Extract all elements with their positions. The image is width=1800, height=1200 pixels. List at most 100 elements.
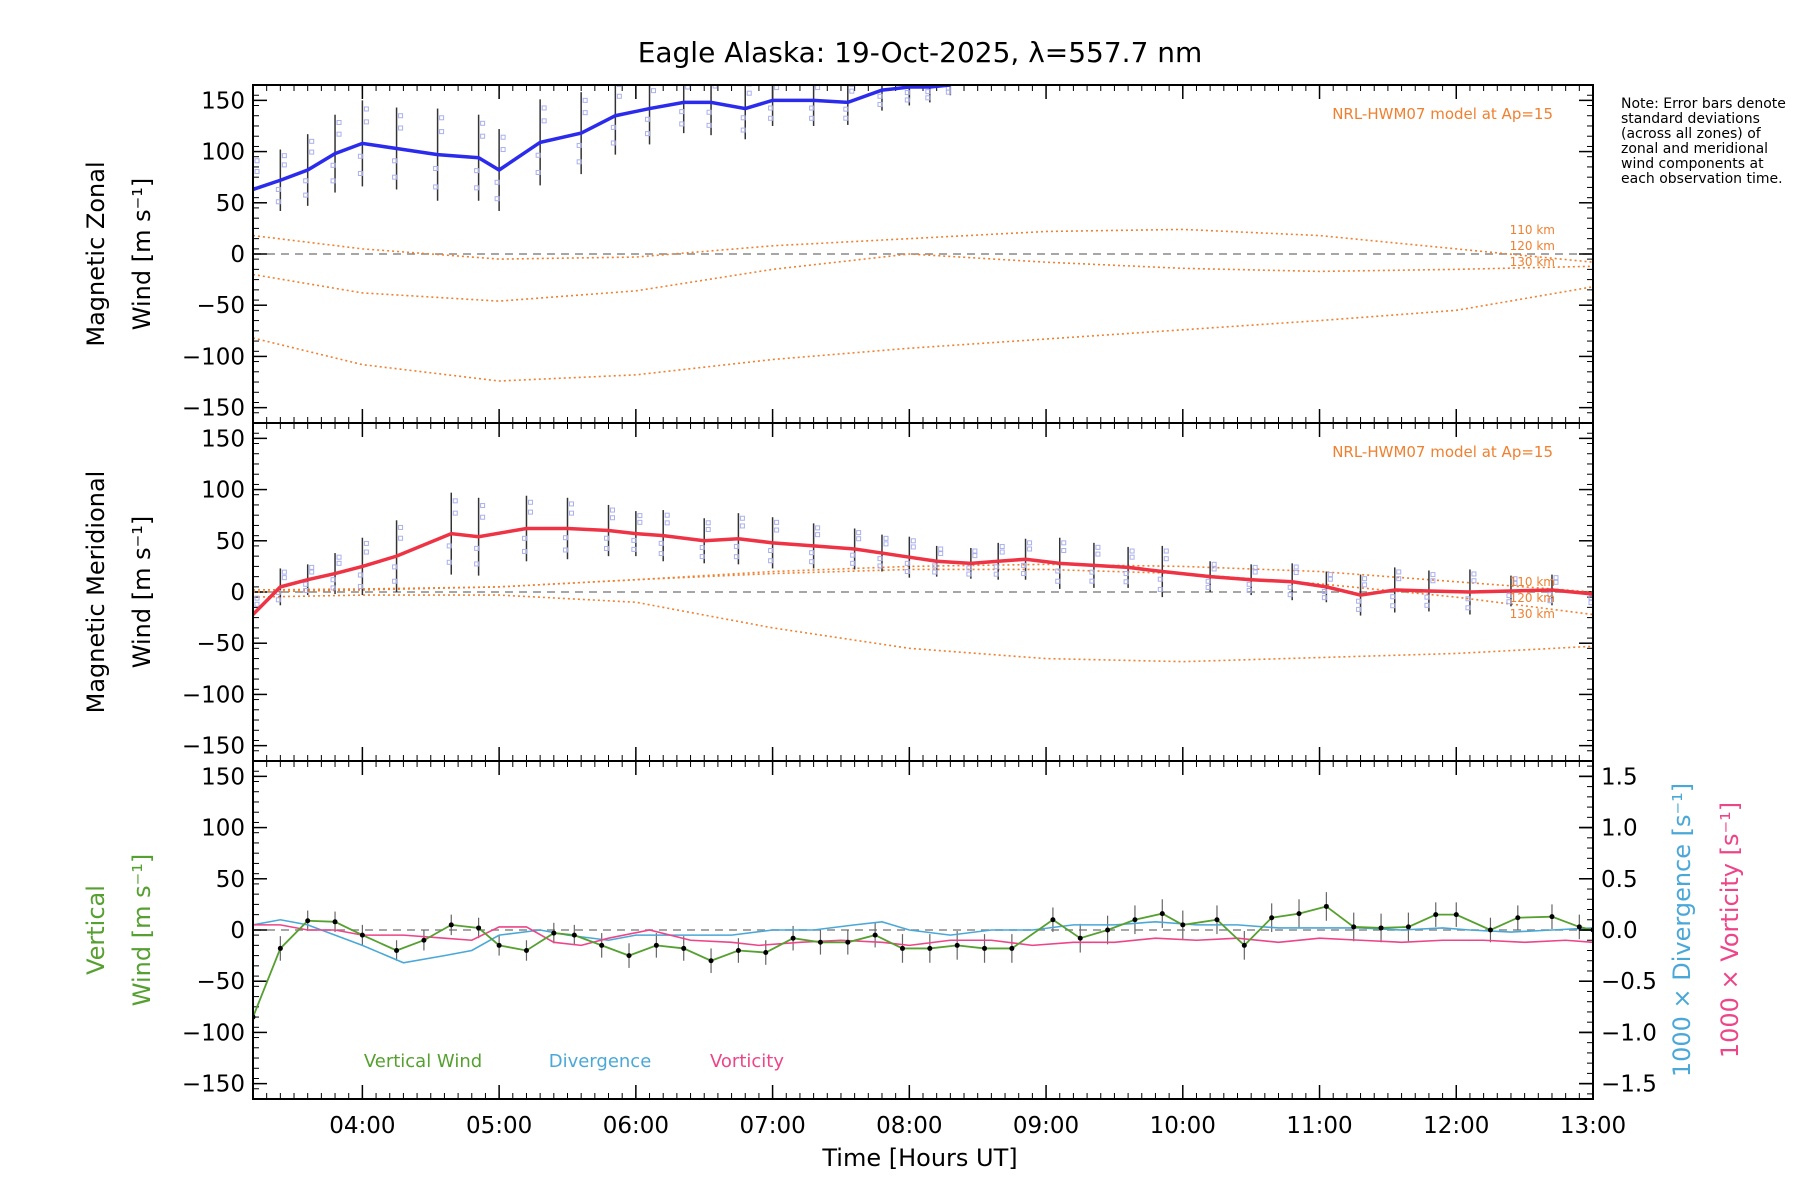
- zone-point: [254, 601, 260, 607]
- vertical-wind-point: [305, 918, 311, 924]
- vertical-wind-point: [448, 922, 454, 928]
- model-label: NRL-HWM07 model at Ap=15: [1332, 105, 1553, 123]
- zone-point: [645, 116, 651, 122]
- zone-point: [932, 569, 938, 575]
- zone-point: [392, 158, 398, 164]
- vorticity-line: [253, 924, 1593, 947]
- zone-point: [739, 515, 745, 521]
- vertical-wind-point: [1269, 915, 1275, 921]
- zone-point: [664, 520, 670, 526]
- y2-tick-label: 0.0: [1601, 918, 1638, 944]
- plot-area: [253, 892, 1593, 1020]
- zone-point: [1547, 592, 1553, 598]
- zone-point: [637, 513, 643, 519]
- zone-point: [809, 115, 815, 121]
- model-curve-3: [253, 285, 1593, 382]
- zone-point: [330, 585, 336, 591]
- y-tick-label: 100: [201, 816, 245, 842]
- zone-point: [637, 519, 643, 525]
- zone-point: [610, 507, 616, 513]
- vertical-wind-point: [1132, 917, 1138, 923]
- y2-tick-label: 1.5: [1601, 764, 1638, 790]
- zone-point: [357, 583, 363, 589]
- zone-point: [363, 540, 369, 546]
- vertical-wind-point: [1296, 911, 1302, 917]
- vertical-wind-point: [1487, 927, 1493, 933]
- zone-point: [303, 192, 309, 198]
- zone-point: [439, 129, 445, 135]
- zone-point: [474, 185, 480, 191]
- zone-point: [1211, 561, 1217, 567]
- vertical-wind-point: [1159, 911, 1165, 917]
- y-tick-label: −150: [182, 1072, 245, 1098]
- zone-point: [535, 169, 541, 175]
- meridional-wind-line: [253, 526, 1593, 616]
- x-tick-label: 11:00: [1286, 1113, 1352, 1139]
- vertical-wind-point: [551, 930, 557, 936]
- zone-point: [582, 97, 588, 103]
- vertical-wind-point: [476, 925, 482, 931]
- zone-point: [877, 556, 883, 562]
- vertical-wind-point: [1105, 927, 1111, 933]
- y-tick-label: 0: [230, 918, 245, 944]
- zone-point: [1293, 564, 1299, 570]
- zone-point: [357, 153, 363, 159]
- y-axis-label-line2: Wind [m s⁻¹]: [128, 178, 156, 330]
- y-tick-label: 150: [201, 426, 245, 452]
- plot-area: [253, 492, 1599, 663]
- zone-point: [1021, 571, 1027, 577]
- zone-point: [480, 120, 486, 126]
- zone-point: [850, 552, 856, 558]
- zone-point: [309, 564, 315, 570]
- zone-point: [1123, 579, 1129, 585]
- zone-point: [849, 85, 855, 87]
- y-tick-label: 50: [216, 191, 245, 217]
- zone-point: [1396, 569, 1402, 575]
- zone-point: [993, 571, 999, 577]
- zone-point: [398, 125, 404, 131]
- zone-point: [679, 109, 685, 115]
- y-tick-label: −150: [182, 734, 245, 760]
- zone-point: [1465, 605, 1471, 611]
- zone-point: [1157, 576, 1163, 582]
- zone-point: [999, 549, 1005, 555]
- vertical-wind-point: [599, 942, 605, 948]
- zone-point: [392, 564, 398, 570]
- zone-point: [281, 569, 287, 575]
- y-tick-label: −100: [182, 1020, 245, 1046]
- zone-point: [645, 131, 651, 137]
- vertical-wind-point: [1378, 925, 1384, 931]
- x-axis-label: Time [Hours UT]: [821, 1144, 1017, 1172]
- zone-point: [1163, 548, 1169, 554]
- zone-point: [303, 587, 309, 593]
- vertical-wind-point: [1549, 914, 1555, 920]
- zone-point: [1123, 571, 1129, 577]
- zone-point: [768, 558, 774, 564]
- zone-point: [1129, 554, 1135, 560]
- y-axis-label-line2: Wind [m s⁻¹]: [128, 516, 156, 668]
- zone-point: [904, 97, 910, 103]
- zone-point: [439, 115, 445, 121]
- zone-point: [856, 536, 862, 542]
- zone-point: [993, 564, 999, 570]
- legend-item: Vertical Wind: [364, 1051, 482, 1072]
- vertical-wind-point: [927, 945, 933, 951]
- zone-point: [1471, 578, 1477, 584]
- zone-point: [652, 78, 656, 82]
- zone-point: [1246, 587, 1252, 593]
- y-tick-label: 0: [230, 242, 245, 268]
- zone-point: [768, 548, 774, 554]
- x-tick-label: 07:00: [739, 1113, 805, 1139]
- legend-item: Vorticity: [710, 1051, 784, 1072]
- vertical-wind-point: [1351, 924, 1357, 930]
- zone-point: [480, 133, 486, 139]
- zone-point: [363, 106, 369, 112]
- zone-point: [610, 140, 616, 146]
- zone-point: [1205, 584, 1211, 590]
- model-curve-3: [253, 594, 1593, 663]
- zone-point: [1424, 594, 1430, 600]
- zone-point: [616, 85, 622, 88]
- zone-point: [1595, 586, 1599, 590]
- zone-point: [972, 548, 978, 554]
- y-axis-label-line2: Wind [m s⁻¹]: [128, 854, 156, 1006]
